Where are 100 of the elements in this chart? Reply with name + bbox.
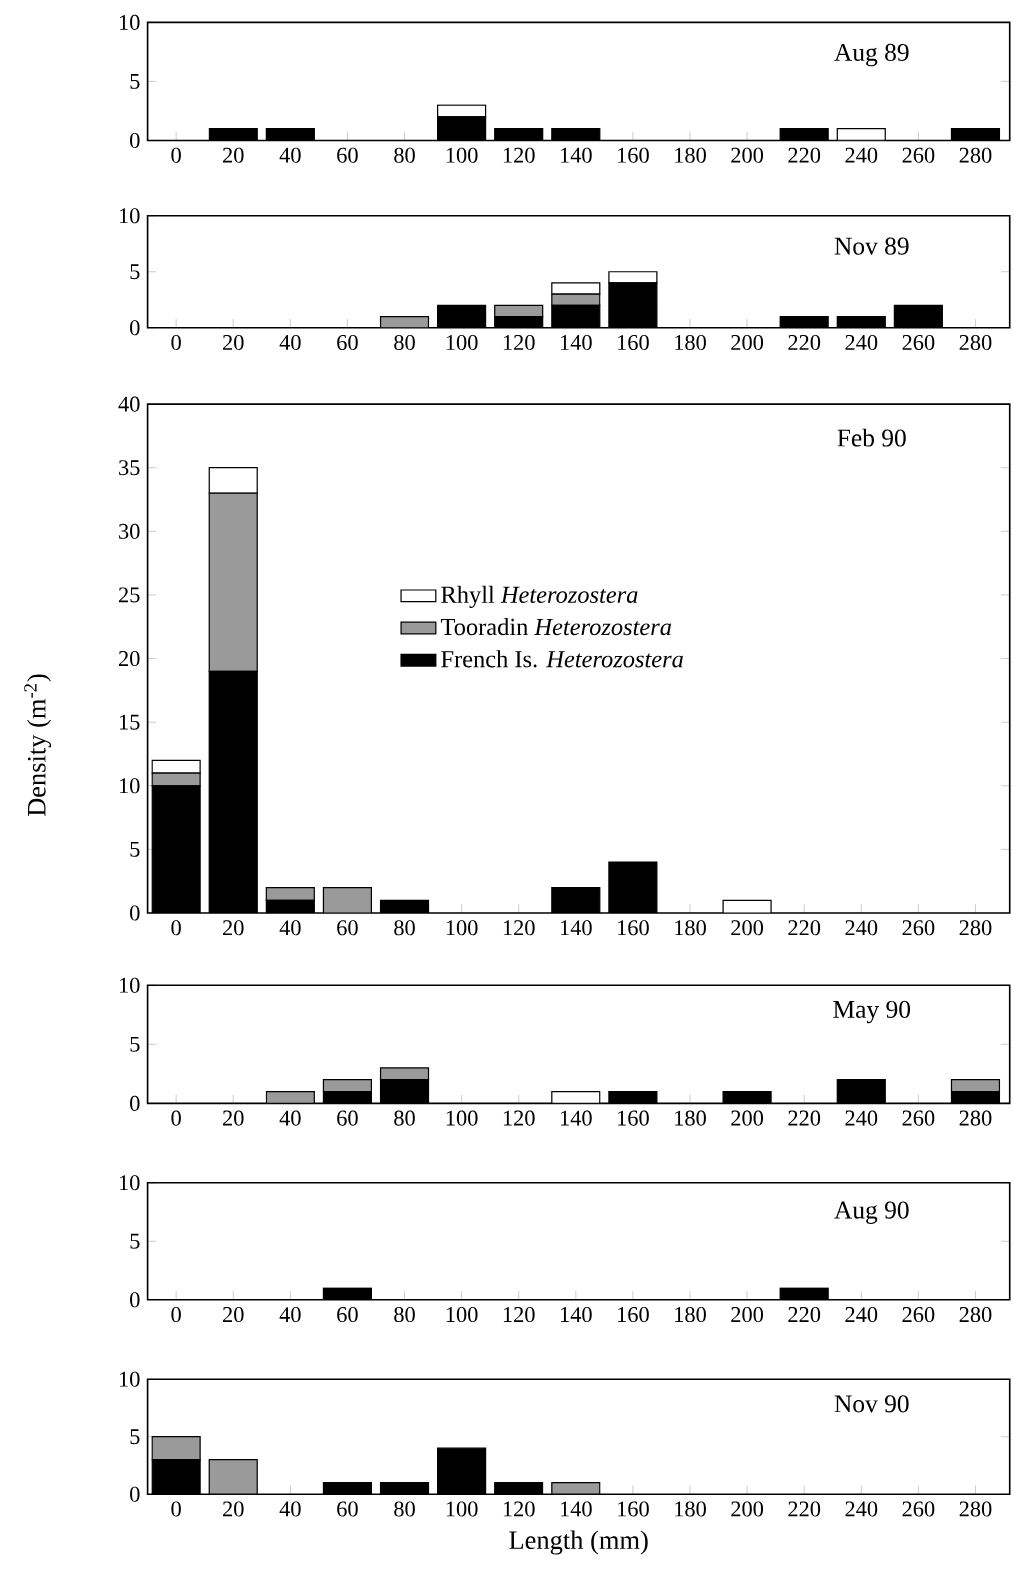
x-tick-label: 200 bbox=[731, 920, 764, 936]
text: Nov 89 bbox=[834, 237, 909, 255]
y-tick-label: 10 bbox=[120, 1371, 140, 1387]
x-tick-label: 280 bbox=[959, 920, 992, 936]
x-axis-title: Length (mm) bbox=[509, 1530, 648, 1555]
bar bbox=[836, 128, 886, 141]
y-tick-label: 25 bbox=[119, 587, 140, 603]
x-tick-label: 160 bbox=[618, 147, 649, 163]
y-tick-label: 5 bbox=[130, 1429, 140, 1445]
x-tick-label: 140 bbox=[561, 920, 592, 936]
x-tick-label: 200 bbox=[731, 334, 764, 351]
y-tick-label: 5 bbox=[130, 1036, 140, 1052]
legend-label: Rhyll Heterozostera bbox=[441, 585, 638, 609]
y-tick-label: 15 bbox=[120, 714, 140, 730]
x-tick-label: 220 bbox=[788, 147, 821, 163]
x-tick-label: 20 bbox=[223, 1501, 244, 1517]
x-tick-label: 240 bbox=[845, 334, 878, 351]
x-tick-label: 240 bbox=[845, 147, 878, 163]
x-tick-label: 220 bbox=[788, 334, 821, 351]
x-tick-label: 80 bbox=[394, 1110, 415, 1126]
bar bbox=[551, 1482, 601, 1495]
x-tick-label: 180 bbox=[675, 920, 707, 936]
x-tick-label: 160 bbox=[618, 920, 649, 936]
x-tick-label: 140 bbox=[561, 1307, 592, 1323]
x-tick-label: 260 bbox=[902, 334, 935, 351]
x-tick-label: 20 bbox=[223, 334, 244, 351]
bar bbox=[151, 1436, 201, 1461]
x-tick-label: 260 bbox=[902, 1307, 935, 1323]
x-tick-label: 0 bbox=[171, 920, 181, 936]
x-tick-label: 0 bbox=[171, 147, 181, 163]
x-tick-label: 60 bbox=[337, 1501, 358, 1517]
x-tick-label: 280 bbox=[959, 334, 992, 351]
y-tick-label: 10 bbox=[120, 977, 140, 993]
x-tick-label: 60 bbox=[337, 1307, 358, 1323]
x-tick-label: 120 bbox=[504, 920, 535, 936]
x-tick-label: 40 bbox=[279, 1110, 301, 1126]
x-tick-label: 120 bbox=[504, 1501, 535, 1517]
x-tick-label: 200 bbox=[731, 1307, 764, 1323]
y-tick-label: 10 bbox=[120, 1175, 140, 1191]
x-tick-label: 180 bbox=[675, 1501, 707, 1517]
x-tick-label: 40 bbox=[279, 334, 301, 351]
x-tick-label: 140 bbox=[561, 1501, 592, 1517]
y-tick-label: 5 bbox=[130, 841, 140, 857]
y-tick-label: 5 bbox=[130, 1233, 140, 1249]
x-tick-label: 60 bbox=[337, 334, 358, 351]
x-tick-label: 200 bbox=[731, 1501, 764, 1517]
x-tick-label: 240 bbox=[845, 920, 878, 936]
x-tick-label: 120 bbox=[504, 147, 535, 163]
x-tick-label: 200 bbox=[731, 147, 764, 163]
text: Aug 90 bbox=[834, 1201, 909, 1224]
x-tick-label: 240 bbox=[845, 1110, 878, 1126]
y-tick-label: 0 bbox=[130, 905, 140, 921]
x-tick-label: 20 bbox=[223, 1307, 244, 1323]
text: Feb 90 bbox=[837, 428, 906, 447]
x-tick-label: 220 bbox=[788, 1110, 821, 1126]
x-tick-label: 180 bbox=[675, 1110, 707, 1126]
x-tick-label: 160 bbox=[618, 334, 649, 351]
y-tick-label: 0 bbox=[130, 1292, 140, 1308]
bar bbox=[208, 492, 258, 672]
x-tick-label: 40 bbox=[279, 147, 301, 163]
x-tick-label: 120 bbox=[504, 334, 535, 351]
x-tick-label: 0 bbox=[171, 1307, 181, 1323]
y-tick-label: 0 bbox=[130, 132, 140, 149]
bar bbox=[265, 886, 316, 901]
x-tick-label: 260 bbox=[902, 1501, 935, 1517]
y-tick-label: 35 bbox=[119, 460, 140, 476]
x-tick-label: 280 bbox=[959, 147, 992, 163]
x-tick-label: 100 bbox=[446, 1501, 478, 1517]
y-tick-label: 5 bbox=[130, 264, 140, 280]
x-tick-label: 80 bbox=[394, 334, 415, 351]
x-tick-label: 40 bbox=[279, 920, 301, 936]
bar bbox=[322, 886, 373, 914]
x-tick-label: 100 bbox=[446, 147, 478, 163]
legend-label: Tooradin Heterozostera bbox=[441, 618, 672, 636]
x-tick-label: 140 bbox=[561, 1110, 592, 1126]
x-tick-label: 100 bbox=[446, 334, 478, 351]
y-tick-label: 10 bbox=[120, 14, 140, 30]
x-tick-label: 280 bbox=[959, 1110, 992, 1126]
x-tick-label: 100 bbox=[446, 920, 478, 936]
x-tick-label: 80 bbox=[394, 920, 415, 936]
x-tick-label: 20 bbox=[223, 1110, 244, 1126]
x-tick-label: 20 bbox=[223, 920, 244, 936]
x-tick-label: 80 bbox=[394, 147, 415, 163]
x-tick-label: 80 bbox=[394, 1501, 415, 1517]
x-tick-label: 240 bbox=[845, 1307, 878, 1323]
x-tick-label: 0 bbox=[171, 1501, 181, 1517]
x-tick-label: 120 bbox=[504, 1110, 535, 1126]
x-tick-label: 140 bbox=[561, 147, 592, 163]
y-tick-label: 10 bbox=[120, 778, 140, 794]
x-tick-label: 160 bbox=[618, 1110, 649, 1126]
x-tick-label: 40 bbox=[279, 1307, 301, 1323]
x-tick-label: 140 bbox=[561, 334, 592, 351]
x-tick-label: 280 bbox=[959, 1307, 992, 1323]
x-tick-label: 60 bbox=[337, 1110, 358, 1126]
x-tick-label: 80 bbox=[394, 1307, 415, 1323]
y-tick-label: 20 bbox=[119, 651, 140, 667]
y-tick-label: 40 bbox=[118, 396, 140, 412]
x-tick-label: 260 bbox=[902, 920, 935, 936]
text: Aug 89 bbox=[834, 43, 909, 67]
y-tick-label: 10 bbox=[120, 208, 140, 224]
